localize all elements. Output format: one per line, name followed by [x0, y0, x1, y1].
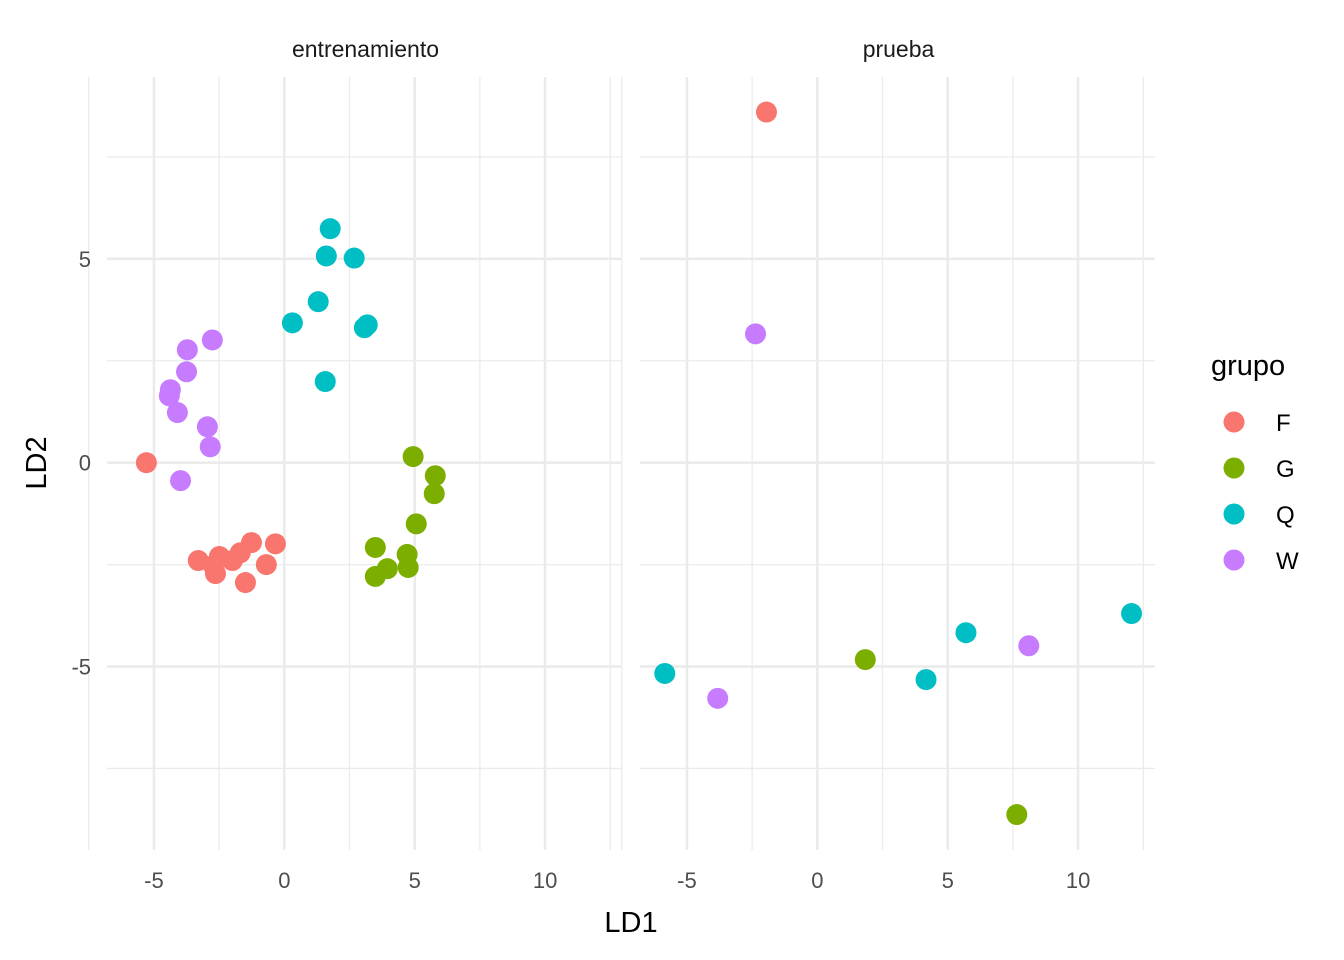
series-G: [364, 446, 446, 587]
data-point: [170, 470, 192, 492]
legend-label: F: [1276, 410, 1291, 437]
legend-entry-G: G: [1223, 456, 1295, 483]
data-point: [255, 554, 277, 576]
data-point: [196, 416, 218, 438]
data-point: [755, 101, 777, 123]
legend-key-icon: [1223, 411, 1245, 433]
legend-title: grupo: [1211, 350, 1285, 382]
data-point: [364, 536, 386, 558]
data-point: [423, 483, 445, 505]
data-point: [199, 436, 221, 458]
data-point: [1018, 635, 1040, 657]
panel-prueba: prueba -5 0 5 10: [621, 36, 1155, 893]
data-point: [166, 402, 188, 424]
series-F: [135, 452, 286, 594]
data-point: [234, 572, 256, 594]
legend-label: G: [1276, 456, 1295, 483]
facet-strip-label: entrenamiento: [292, 36, 439, 62]
data-point: [135, 452, 157, 474]
data-point: [315, 245, 337, 267]
data-point: [356, 314, 378, 336]
data-point: [343, 247, 365, 269]
series-Q: [654, 603, 1143, 691]
data-point: [314, 371, 336, 393]
panel-entrenamiento: entrenamiento -5 0 5 10: [88, 36, 622, 893]
x-tick-label: 5: [942, 868, 954, 893]
x-tick-label: 0: [811, 868, 823, 893]
legend-label: W: [1276, 548, 1299, 575]
data-point: [176, 361, 198, 383]
data-point: [1121, 603, 1143, 625]
legend-key-icon: [1223, 503, 1245, 525]
data-point: [915, 669, 937, 691]
data-point: [204, 563, 226, 585]
legend-key-icon: [1223, 549, 1245, 571]
panels: entrenamiento -5 0 5 10 prueba -5 0 5 10: [88, 36, 1155, 893]
data-point: [319, 218, 341, 240]
x-tick-label: 0: [278, 868, 290, 893]
data-point: [307, 291, 329, 313]
data-point: [707, 687, 729, 709]
legend-entry-W: W: [1223, 548, 1299, 575]
x-tick-label: -5: [677, 868, 697, 893]
data-point: [240, 532, 262, 554]
y-tick-label: 0: [79, 451, 91, 476]
series-G: [854, 649, 1028, 826]
data-point: [397, 556, 419, 578]
legend-label: Q: [1276, 502, 1295, 529]
series-W: [158, 329, 223, 492]
data-point: [745, 323, 767, 345]
legend-entry-F: F: [1223, 410, 1291, 437]
data-point: [1006, 804, 1028, 826]
series-W: [707, 323, 1040, 709]
x-tick-label: 5: [409, 868, 421, 893]
data-point: [854, 649, 876, 671]
x-tick-label: 10: [1066, 868, 1090, 893]
series-Q: [281, 218, 378, 393]
data-point: [654, 662, 676, 684]
legend-key-icon: [1223, 457, 1245, 479]
legend-entry-Q: Q: [1223, 502, 1295, 529]
data-point: [405, 513, 427, 535]
x-tick-label: 10: [533, 868, 557, 893]
data-point: [402, 446, 424, 468]
data-point: [364, 565, 386, 587]
data-point: [176, 339, 198, 361]
x-tick-label: -5: [144, 868, 164, 893]
data-point: [158, 385, 180, 407]
x-axis-title: LD1: [604, 907, 657, 939]
series-F: [755, 101, 777, 123]
y-tick-label: -5: [71, 655, 91, 680]
data-point: [264, 533, 286, 555]
facet-strip-label: prueba: [863, 36, 935, 62]
data-point: [955, 622, 977, 644]
data-point: [281, 312, 303, 334]
y-axis: -5 0 5: [71, 247, 91, 680]
y-axis-title: LD2: [21, 436, 53, 489]
data-point: [424, 465, 446, 487]
data-point: [201, 329, 223, 351]
y-tick-label: 5: [79, 247, 91, 272]
